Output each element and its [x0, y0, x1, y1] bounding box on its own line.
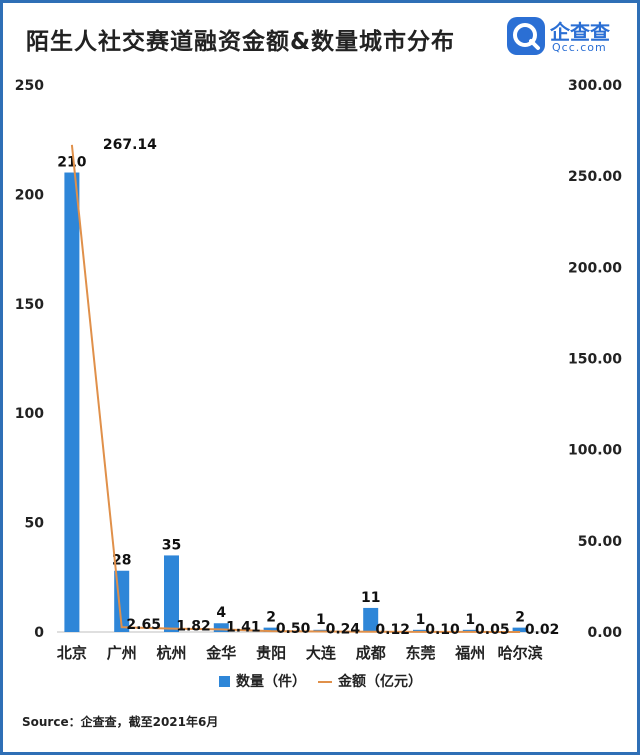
amount-line	[70, 144, 521, 633]
x-tick-label: 杭州	[156, 644, 186, 662]
bar	[263, 627, 279, 632]
legend-bar-label: 数量（件）	[236, 673, 306, 690]
line-data-label: 0.12	[375, 622, 410, 638]
y-left-tick-label: 0	[34, 625, 44, 641]
y-right-tick-label: 250.00	[568, 169, 622, 185]
x-tick-label: 东莞	[405, 644, 435, 662]
x-tick-label: 大连	[306, 644, 337, 662]
x-tick-label: 金华	[205, 644, 236, 662]
bar-data-label: 2	[266, 610, 276, 626]
bar-data-label: 1	[316, 612, 326, 628]
bar-data-label: 2	[515, 610, 525, 626]
logo-name: 企查查	[550, 20, 610, 44]
legend-line-label: 金额（亿元）	[337, 673, 422, 690]
bar	[213, 623, 229, 632]
logo-sub: Qcc.com	[552, 41, 607, 54]
x-tick-label: 福州	[454, 644, 485, 662]
y-right-tick-label: 150.00	[568, 352, 622, 368]
bar-data-label: 1	[416, 612, 426, 628]
qcc-logo-icon	[507, 17, 545, 55]
bar	[64, 172, 80, 632]
y-left-tick-label: 250	[15, 78, 44, 94]
bar-data-label: 210	[57, 155, 86, 171]
y-left-tick-label: 150	[15, 297, 44, 313]
line-data-label: 267.14	[103, 137, 157, 153]
line-data-label: 0.10	[425, 622, 460, 638]
y-left-tick-label: 200	[15, 187, 44, 203]
x-tick-label: 成都	[356, 644, 386, 662]
y-right-tick-label: 50.00	[578, 534, 623, 550]
x-tick-label: 北京	[57, 644, 87, 662]
bar	[164, 555, 179, 632]
y-right-tick-label: 200.00	[568, 260, 622, 276]
legend-bar-swatch	[219, 676, 230, 687]
bar-data-label: 4	[216, 605, 226, 621]
bar	[363, 607, 379, 632]
x-tick-label: 广州	[107, 644, 137, 662]
line-data-label: 0.02	[525, 622, 560, 638]
line-data-label: 2.65	[126, 617, 161, 633]
brand-logo: 企查查 Qcc.com	[506, 14, 626, 60]
chart-title: 陌生人社交赛道融资金额&数量城市分布	[26, 29, 456, 55]
y-right-tick-label: 300.00	[568, 78, 622, 94]
x-tick-label: 贵阳	[256, 644, 286, 662]
line-data-label: 1.41	[226, 619, 261, 635]
bar-data-label: 35	[162, 537, 181, 553]
x-tick-label: 哈尔滨	[498, 644, 543, 662]
y-left-tick-label: 50	[25, 516, 45, 532]
line-data-label: 0.05	[475, 622, 510, 638]
bar-data-label: 28	[112, 553, 131, 569]
bar	[462, 629, 478, 632]
bar	[512, 627, 528, 632]
source-note: Source：企查查，截至2021年6月	[22, 715, 219, 729]
line-data-label: 0.50	[276, 621, 311, 637]
bar-data-label: 11	[361, 590, 380, 606]
line-data-label: 1.82	[176, 619, 211, 635]
y-right-tick-label: 0.00	[587, 625, 622, 641]
line-data-label: 0.24	[326, 622, 361, 638]
bar-data-label: 1	[465, 612, 475, 628]
y-right-tick-label: 100.00	[568, 443, 622, 459]
y-left-tick-label: 100	[15, 406, 44, 422]
